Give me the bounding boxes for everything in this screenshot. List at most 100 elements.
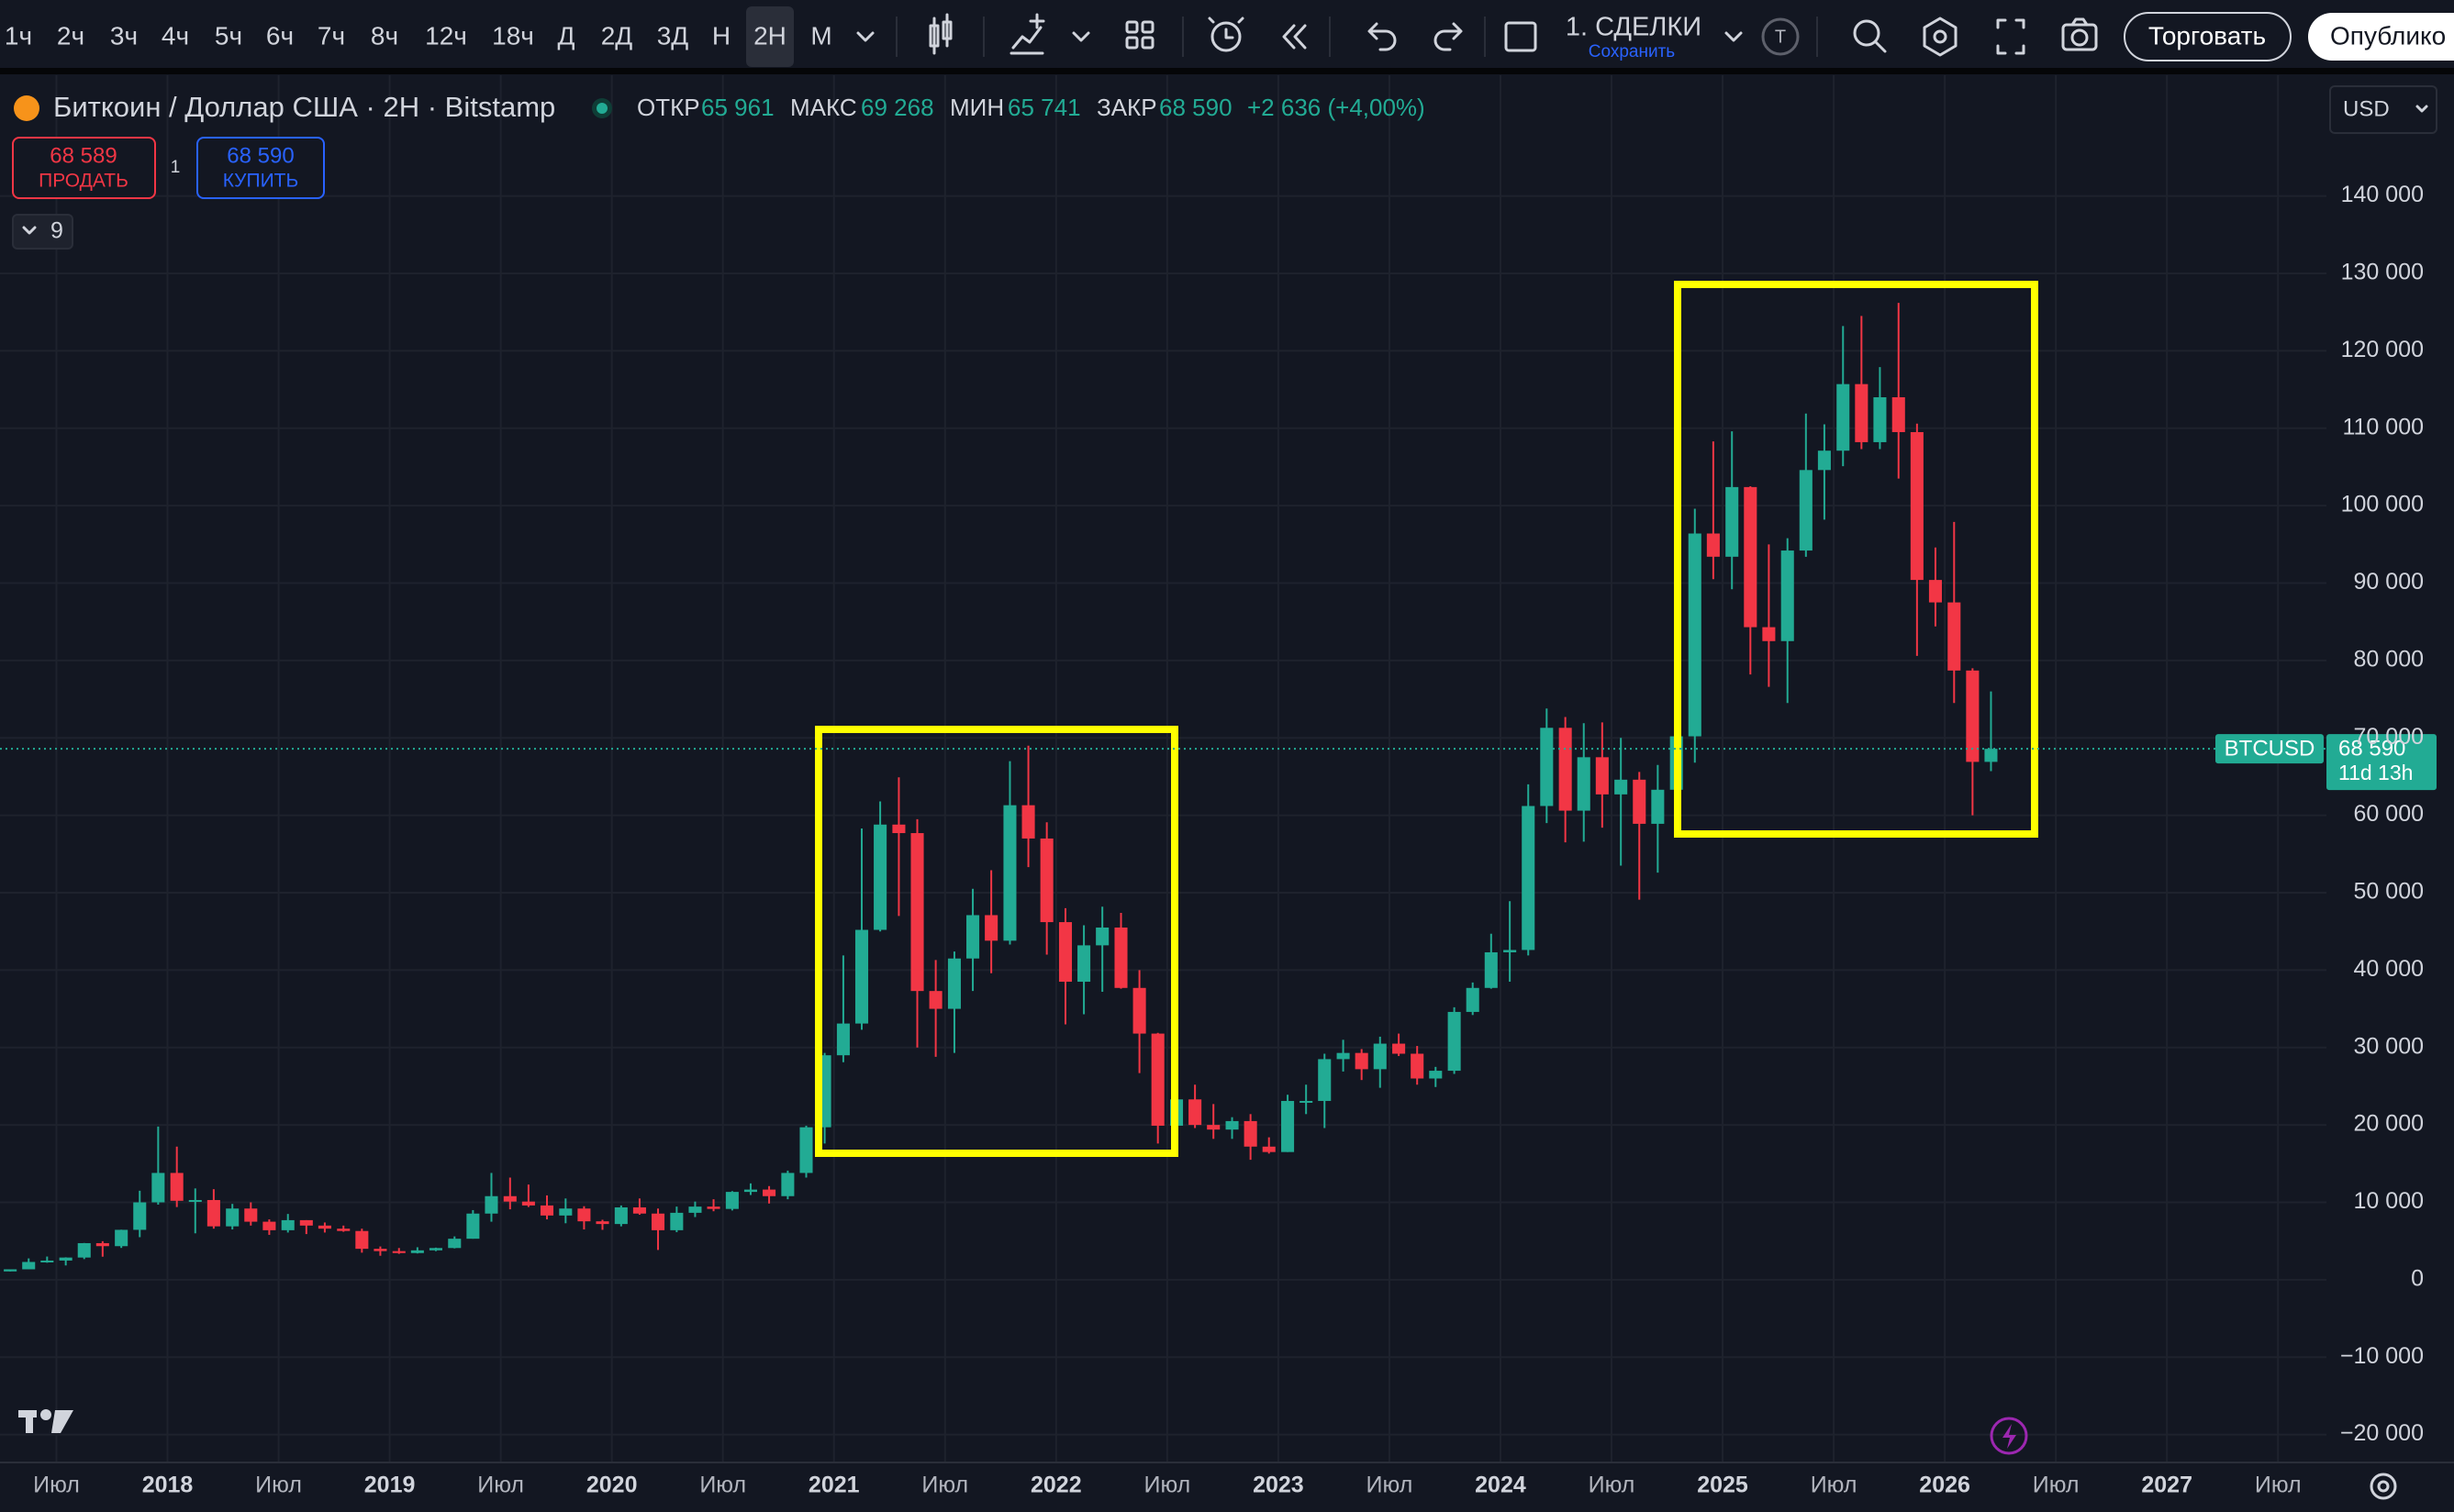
- alert-icon[interactable]: [1208, 17, 1244, 52]
- candle-body: [1262, 1146, 1276, 1152]
- search-icon[interactable]: [1853, 19, 1887, 53]
- symbol-title[interactable]: Биткоин / Доллар США · 2Н · Bitstamp: [53, 91, 555, 123]
- candle-body: [1077, 945, 1091, 983]
- interval-button[interactable]: 3Д: [657, 21, 689, 50]
- candle-body: [559, 1208, 573, 1216]
- currency[interactable]: USD: [2343, 96, 2390, 121]
- candle-body: [707, 1206, 720, 1209]
- trade-button[interactable]: [2124, 12, 2292, 61]
- interval-button[interactable]: 1ч: [5, 21, 32, 50]
- candle-body: [1762, 627, 1776, 641]
- candle-body: [1021, 805, 1035, 839]
- avatar[interactable]: T: [1775, 27, 1786, 47]
- settings-icon[interactable]: [1923, 17, 1958, 57]
- y-tick-label: 10 000: [2354, 1188, 2424, 1214]
- ohlc-value: 65 741: [1008, 94, 1081, 121]
- candle-body: [1688, 533, 1701, 737]
- candle-body: [1040, 838, 1054, 923]
- screenshot-icon[interactable]: [2061, 17, 2098, 51]
- candle-body: [485, 1195, 498, 1214]
- sell-button[interactable]: [12, 137, 156, 199]
- indicators-icon[interactable]: [1009, 13, 1045, 55]
- order-quantity[interactable]: 1: [171, 158, 181, 177]
- y-tick-label: 110 000: [2342, 414, 2424, 439]
- currency-dropdown[interactable]: [2415, 105, 2428, 113]
- interval-button[interactable]: 2Н: [753, 21, 786, 50]
- layout-dropdown[interactable]: [1724, 31, 1743, 42]
- interval-button[interactable]: 4ч: [162, 21, 189, 50]
- interval-buttons: 1ч 2ч 3ч 4ч 5ч 6ч 7ч 8ч 12ч 18ч Д 2Д 3Д Н 2Н М: [5, 6, 832, 67]
- currency-select[interactable]: [2329, 85, 2437, 134]
- symbol-icon: [14, 95, 39, 121]
- bolt-button[interactable]: [1990, 1417, 2028, 1455]
- candle-body: [1447, 1011, 1461, 1072]
- candle-body: [1855, 384, 1868, 442]
- undo-icon[interactable]: [1367, 22, 1397, 51]
- buy-price[interactable]: 68 590: [227, 143, 294, 168]
- layout-status: Сохранить: [1589, 42, 1676, 61]
- ohlc-value: 68 590: [1159, 94, 1233, 121]
- sell-price[interactable]: 68 589: [50, 143, 117, 168]
- candle-body: [40, 1260, 54, 1262]
- candle-body: [151, 1173, 165, 1203]
- indicators-dropdown[interactable]: [1072, 31, 1090, 42]
- market-status: [597, 103, 608, 114]
- interval-button[interactable]: 3ч: [110, 21, 138, 50]
- candle-body: [1096, 927, 1110, 946]
- interval-button[interactable]: 7ч: [318, 21, 345, 50]
- bolt-icon[interactable]: [2002, 1424, 2016, 1449]
- interval-button[interactable]: 18ч: [492, 21, 534, 50]
- trade-button-label[interactable]: Торговать: [2148, 21, 2266, 50]
- candle-body: [115, 1229, 128, 1247]
- layout-icon[interactable]: [1125, 20, 1154, 50]
- layout-square-icon[interactable]: [1504, 21, 1537, 52]
- publish-button[interactable]: [2308, 13, 2454, 61]
- layout-name[interactable]: 1. СДЕЛКИ: [1566, 13, 1701, 42]
- interval-button[interactable]: 5ч: [215, 21, 242, 50]
- indicators-toggle[interactable]: [12, 214, 73, 250]
- candle-body: [206, 1199, 220, 1227]
- candles-icon[interactable]: [929, 13, 953, 55]
- interval-button[interactable]: 6ч: [266, 21, 294, 50]
- active-interval[interactable]: [746, 6, 794, 67]
- interval-button[interactable]: М: [810, 21, 831, 50]
- x-tick-label: Июл: [2033, 1473, 2080, 1498]
- sell-label[interactable]: ПРОДАТЬ: [39, 171, 128, 192]
- interval-button[interactable]: 12ч: [425, 21, 467, 50]
- publish-button-label[interactable]: Опублико: [2330, 21, 2446, 50]
- candle-body: [966, 915, 980, 959]
- candle-body: [651, 1213, 665, 1230]
- axis-settings-icon[interactable]: [2370, 1473, 2397, 1500]
- indicators-count[interactable]: 9: [50, 218, 63, 244]
- avatar-ring[interactable]: [1761, 17, 1800, 56]
- candle-body: [688, 1206, 702, 1213]
- candle-body: [170, 1173, 184, 1201]
- interval-button[interactable]: Д: [558, 21, 575, 50]
- x-tick-label: 2022: [1031, 1473, 1082, 1498]
- interval-button[interactable]: Н: [712, 21, 731, 50]
- candle-body: [743, 1189, 758, 1193]
- candle-body: [892, 824, 906, 834]
- candle-body: [1392, 1043, 1406, 1054]
- candle-body: [763, 1189, 776, 1196]
- ohlc-value: 69 268: [861, 94, 934, 121]
- interval-button[interactable]: 2ч: [57, 21, 84, 50]
- x-tick-label: Июл: [921, 1473, 968, 1498]
- x-tick-label: 2020: [586, 1473, 638, 1498]
- fullscreen-icon[interactable]: [1996, 18, 2025, 55]
- buy-button[interactable]: [196, 137, 325, 199]
- indicators-toggle-chevron[interactable]: [22, 226, 37, 235]
- x-tick-label: Июл: [699, 1473, 746, 1498]
- x-tick-label: 2025: [1697, 1473, 1748, 1498]
- replay-icon[interactable]: [1282, 24, 1307, 50]
- candle-body: [1244, 1120, 1257, 1147]
- x-tick-label: Июл: [477, 1473, 524, 1498]
- candle-body: [466, 1213, 480, 1240]
- interval-dropdown[interactable]: [856, 31, 875, 42]
- interval-button[interactable]: 8ч: [371, 21, 398, 50]
- interval-button[interactable]: 2Д: [601, 21, 633, 50]
- candle-body: [59, 1257, 73, 1261]
- buy-label[interactable]: КУПИТЬ: [223, 171, 299, 192]
